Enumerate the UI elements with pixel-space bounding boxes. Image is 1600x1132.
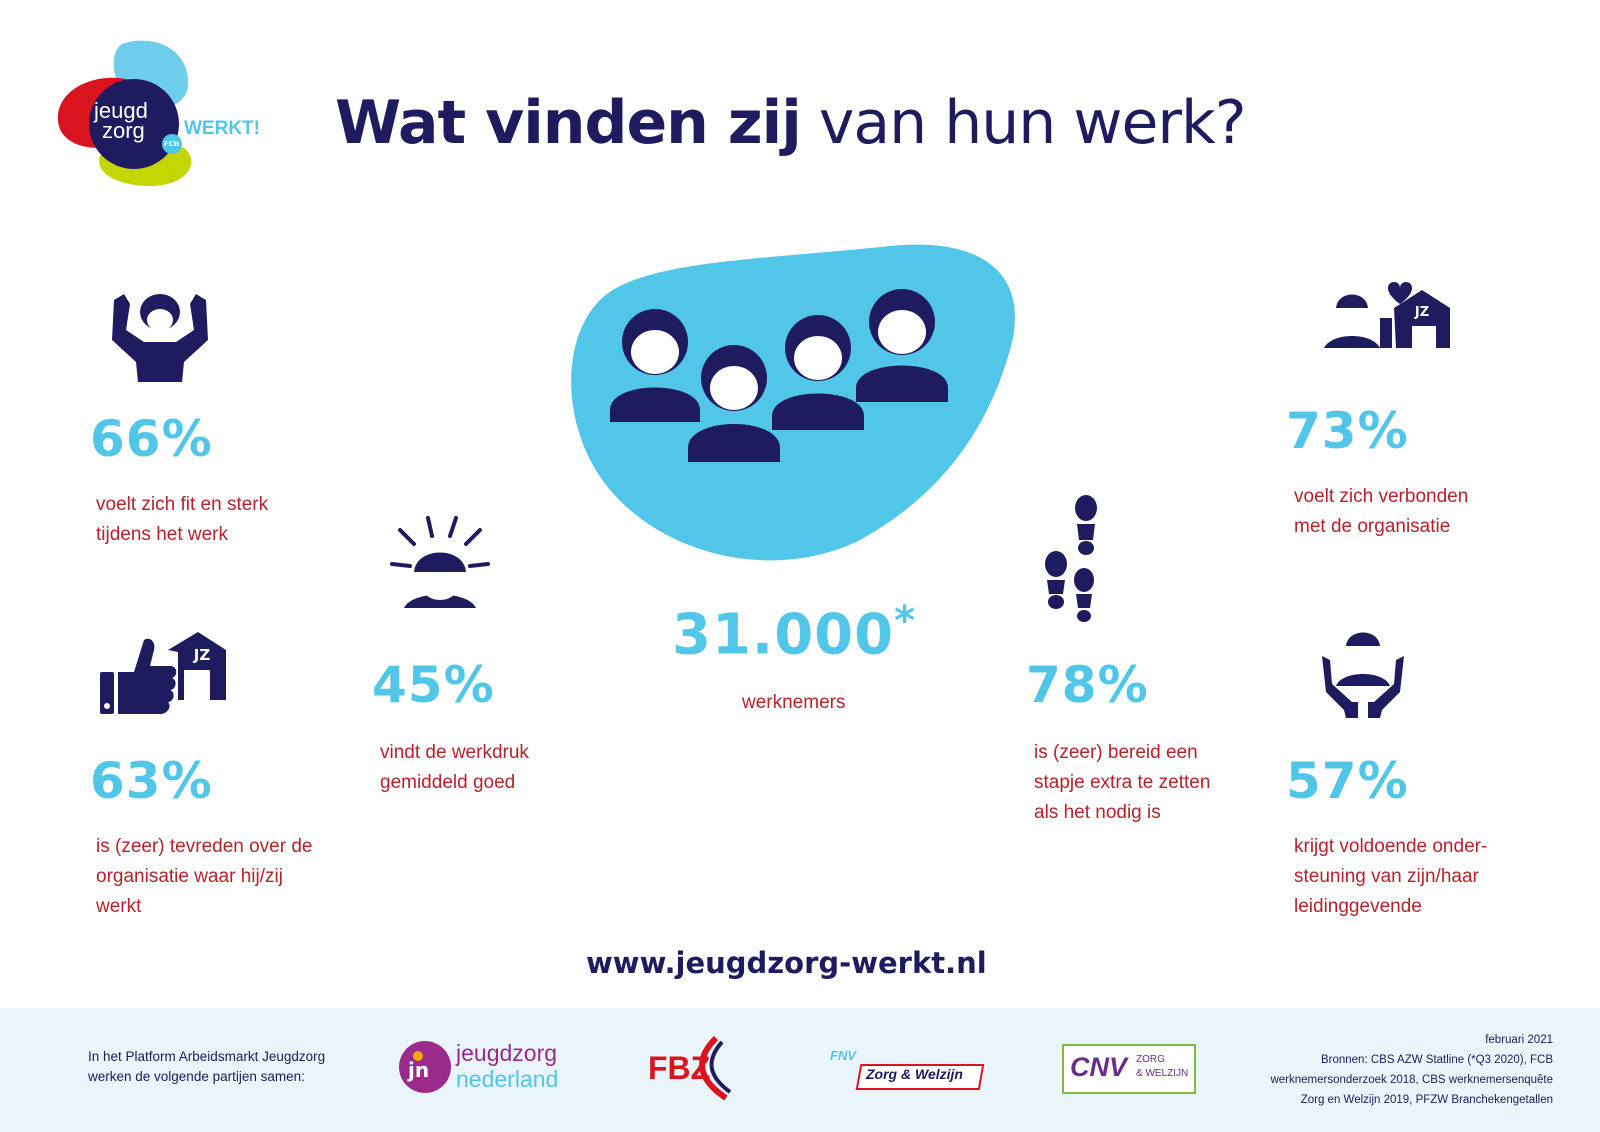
sources: februari 2021 Bronnen: CBS AZW Statline … [1270,1034,1553,1106]
jn-mark: jn [408,1058,430,1082]
partner-jeugdzorg-nederland-logo[interactable]: jn jeugdzorg nederland [398,1038,568,1094]
footer-intro: In het Platform Arbeidsmarkt Jeugdzorg w… [88,1049,326,1084]
strong-person-icon [112,294,208,382]
footer [0,1008,1600,1132]
page-title: Wat vinden zij van hun werk? [335,88,1247,158]
logo-line2: zorg [102,118,145,143]
stat-desc-ondersteuning: krijgt voldoende onder- steuning van zij… [1294,836,1488,917]
partner-cnv-logo[interactable]: CNV ZORG & WELZIJN [1062,1044,1196,1094]
footsteps-icon [1045,495,1097,622]
partner-fnv-logo[interactable]: Zorg & Welzijn FNV [830,1048,985,1090]
jz-mark: JZ [193,646,211,664]
jz-mark: JZ [1414,305,1429,320]
asterisk: * [894,598,917,644]
logo-line1: jeugd [94,98,148,123]
jn-line2: nederland [456,1066,559,1092]
fnv-mark: FNV [830,1048,856,1063]
fbz-swoosh-icon [699,1036,732,1100]
jn-line1: jeugdzorg [456,1040,558,1066]
cnv-line2: & WELZIJN [1136,1068,1189,1079]
stat-percent-werkdruk: 45% [372,656,495,714]
logo: jeugd zorg FCB WERKT! [50,36,280,196]
website-link[interactable]: www.jeugdzorg-werkt.nl [586,946,987,980]
logo-shape [57,40,192,186]
center-number: 31.000* [672,598,917,668]
stat-desc-tevreden: is (zeer) tevreden over de organisatie w… [96,836,313,917]
title-light: van hun werk? [818,88,1247,158]
logo-badge: FCB [164,140,180,148]
thumbs-up-organisation-icon: JZ [100,632,226,714]
center-label: werknemers [742,692,846,713]
stat-desc-verbonden: voelt zich verbonden met de organisatie [1294,486,1469,537]
stat-desc-werkdruk: vindt de werkdruk gemiddeld goed [380,742,529,793]
supporting-hands-icon [1322,632,1404,718]
cnv-mark: CNV [1070,1052,1128,1082]
fnv-text: Zorg & Welzijn [866,1066,963,1082]
stat-percent-verbonden: 73% [1286,402,1409,460]
stat-desc-fit: voelt zich fit en sterk tijdens het werk [96,494,269,545]
cnv-line1: ZORG [1136,1054,1165,1065]
person-heart-organisation-icon: JZ [1324,282,1450,348]
stat-percent-stapje: 78% [1026,656,1149,714]
stat-percent-fit: 66% [90,410,213,468]
jn-mark-icon [399,1041,451,1093]
logo-tagline: WERKT! [184,118,260,139]
stat-percent-ondersteuning: 57% [1286,752,1409,810]
partner-fbz-logo[interactable]: FBZ [648,1036,748,1100]
sunrise-person-icon [390,516,490,608]
people-blob [571,244,1015,561]
stat-percent-tevreden: 63% [90,752,213,810]
stat-desc-stapje: is (zeer) bereid een stapje extra te zet… [1034,742,1211,823]
title-bold: Wat vinden zij [335,88,802,158]
